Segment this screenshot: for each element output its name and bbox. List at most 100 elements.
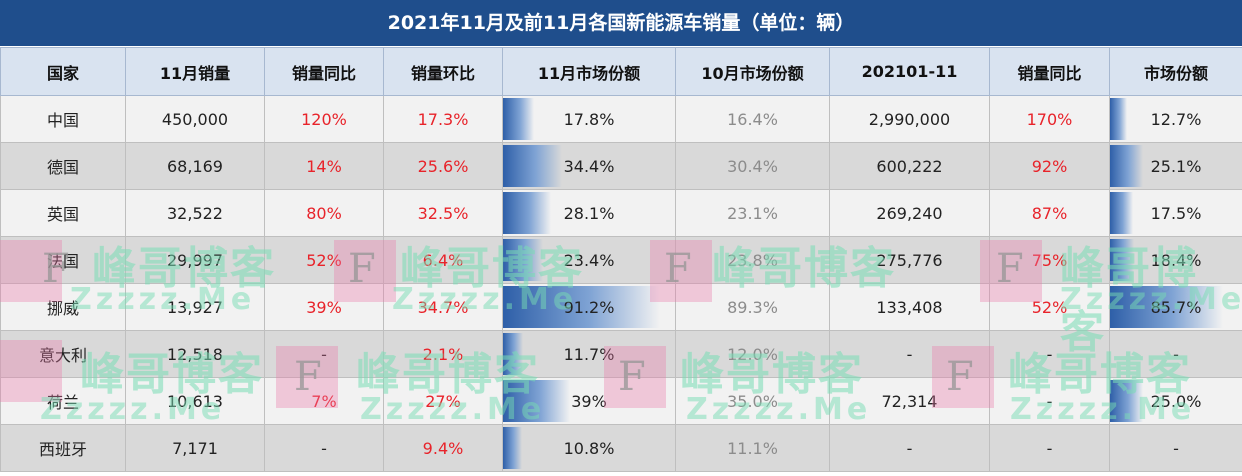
cell-nov-sales: 29,997 [125, 236, 265, 284]
table-title: 2021年11月及前11月各国新能源车销量（单位：辆） [0, 0, 1242, 47]
cell-nov-sales: 7,171 [125, 424, 265, 472]
watermark-cn-text: 峰哥博客 [1008, 349, 1192, 400]
cell-country: 英国 [0, 189, 126, 237]
share-bar [503, 239, 544, 281]
watermark-logo-box [932, 346, 994, 408]
watermark-logo-box [276, 346, 338, 408]
header-ytd-yoy: 销量同比 [989, 47, 1110, 96]
cell-mom: 27% [383, 377, 503, 425]
cell-nov-sales: 32,522 [125, 189, 265, 237]
cell-ytd-yoy: 75% [989, 236, 1110, 284]
share-value: 11.7% [563, 344, 615, 364]
watermark-logo-box [650, 240, 712, 302]
share-value: 23.4% [563, 250, 615, 270]
cell-nov-sales: 12,518 [125, 330, 265, 378]
cell-mom: 6.4% [383, 236, 503, 284]
cell-oct-share: 16.4% [675, 95, 830, 143]
cell-country: 挪威 [0, 283, 126, 331]
table-row: 挪威 13,927 39% 34.7% 91.2% 89.3% 133,408 52% 85.7… [0, 283, 1242, 331]
cell-ytd-yoy: - [989, 424, 1110, 472]
cell-mom: 32.5% [383, 189, 503, 237]
header-yoy: 销量同比 [264, 47, 384, 96]
watermark-cn-text: 峰哥博客 [92, 243, 276, 294]
header-oct-share: 10月市场份额 [675, 47, 830, 96]
watermark-en-text: Zzzzz.Me [40, 392, 226, 427]
cell-ytd-yoy: 87% [989, 189, 1110, 237]
share-bar [503, 427, 522, 469]
watermark-logo-box [0, 340, 62, 402]
cell-ytd-yoy: - [989, 330, 1110, 378]
watermark-en-text: Zzzzz.Me [1010, 392, 1196, 427]
cell-nov-share: 17.8% [502, 95, 676, 143]
table-row: 英国 32,522 80% 32.5% 28.1% 23.1% 269,240 87% 17.5… [0, 189, 1242, 237]
cell-yoy: - [264, 424, 384, 472]
share-bar [1110, 380, 1143, 422]
watermark-logo-letter: F [664, 246, 692, 292]
cell-nov-share: 39% [502, 377, 676, 425]
cell-share: 17.5% [1109, 189, 1242, 237]
cell-ytd: 133,408 [829, 283, 990, 331]
cell-share: 12.7% [1109, 95, 1242, 143]
cell-mom: 17.3% [383, 95, 503, 143]
cell-nov-sales: 10,613 [125, 377, 265, 425]
watermark-cn-text: 峰哥博客 [712, 243, 896, 294]
share-value: 17.5% [1150, 203, 1202, 223]
cell-nov-share: 11.7% [502, 330, 676, 378]
cell-ytd-yoy: 170% [989, 95, 1110, 143]
cell-ytd-yoy: 92% [989, 142, 1110, 190]
cell-oct-share: 35.0% [675, 377, 830, 425]
cell-nov-share: 10.8% [502, 424, 676, 472]
watermark-logo-letter: F [996, 246, 1024, 292]
cell-yoy: 39% [264, 283, 384, 331]
share-bar [503, 145, 563, 187]
cell-country: 德国 [0, 142, 126, 190]
share-value: 91.2% [563, 297, 615, 317]
table-row: 西班牙 7,171-9.4% 10.8% 11.1% - - - [0, 424, 1242, 472]
watermark-logo-box [0, 240, 62, 302]
cell-ytd: 600,222 [829, 142, 990, 190]
watermark-cn-text: 峰哥博客 [680, 349, 864, 400]
share-bar [503, 333, 524, 375]
share-value: 39% [571, 391, 607, 411]
watermark-en-text: Zzzzz.Me [392, 282, 578, 317]
cell-nov-share: 91.2% [502, 283, 676, 331]
cell-mom: 2.1% [383, 330, 503, 378]
cell-share: - [1109, 330, 1242, 378]
cell-nov-sales: 13,927 [125, 283, 265, 331]
share-value: 12.7% [1150, 109, 1202, 129]
cell-share: 18.4% [1109, 236, 1242, 284]
cell-yoy: 7% [264, 377, 384, 425]
sales-table: 国家 11月销量 销量同比 销量环比 11月市场份额 10月市场份额 20210… [0, 47, 1242, 472]
cell-ytd: 269,240 [829, 189, 990, 237]
cell-oct-share: 23.1% [675, 189, 830, 237]
header-country: 国家 [0, 47, 126, 96]
cell-yoy: 80% [264, 189, 384, 237]
cell-share: 25.1% [1109, 142, 1242, 190]
cell-share: 85.7% [1109, 283, 1242, 331]
cell-oct-share: 11.1% [675, 424, 830, 472]
share-value: 10.8% [563, 438, 615, 458]
header-row: 国家 11月销量 销量同比 销量环比 11月市场份额 10月市场份额 20210… [0, 47, 1242, 96]
share-bar [1110, 239, 1135, 281]
header-mom: 销量环比 [383, 47, 503, 96]
cell-mom: 9.4% [383, 424, 503, 472]
cell-oct-share: 23.8% [675, 236, 830, 284]
watermark-en-text: Zzzzz.Me [1060, 282, 1242, 317]
cell-country: 西班牙 [0, 424, 126, 472]
share-value: 85.7% [1150, 297, 1202, 317]
cell-nov-share: 28.1% [502, 189, 676, 237]
cell-ytd-yoy: 52% [989, 283, 1110, 331]
header-nov-share: 11月市场份额 [502, 47, 676, 96]
cell-share: 25.0% [1109, 377, 1242, 425]
share-value: 28.1% [563, 203, 615, 223]
header-nov-sales: 11月销量 [125, 47, 265, 96]
watermark-logo-box [334, 240, 396, 302]
share-bar [1110, 286, 1224, 328]
cell-ytd: 2,990,000 [829, 95, 990, 143]
watermark-logo-letter: F [618, 354, 646, 400]
cell-yoy: 14% [264, 142, 384, 190]
table-row: 中国 450,000 120% 17.3% 17.8% 16.4% 2,990,000 170… [0, 95, 1242, 143]
watermark-cn-text: 峰哥博客 [400, 243, 584, 294]
watermark-logo-box [980, 240, 1042, 302]
